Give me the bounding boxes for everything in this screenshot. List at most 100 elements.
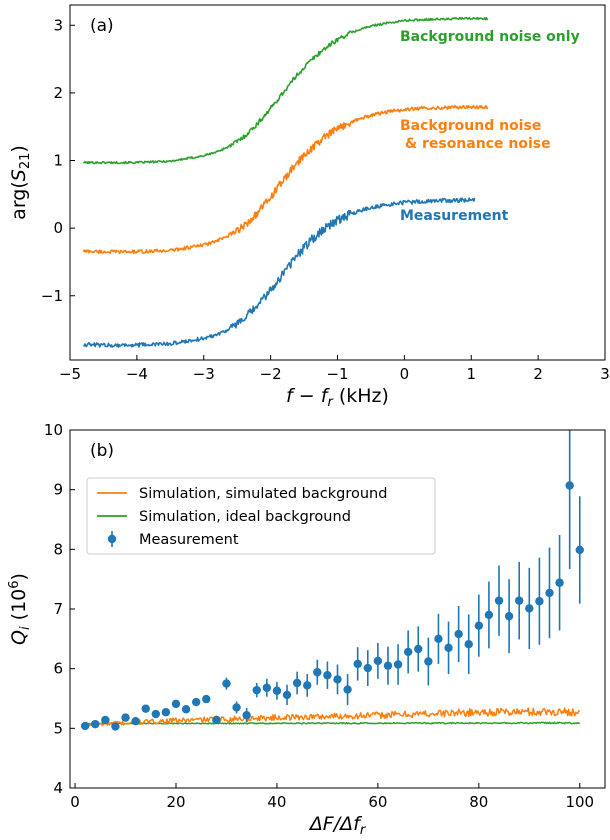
panel-a-x-label-main: f − f <box>286 385 331 407</box>
measurement-marker <box>91 719 100 729</box>
series-annotation-1: Background noise only <box>400 29 580 45</box>
a-x-tick-label: −4 <box>126 365 148 383</box>
measurement-marker <box>272 686 282 695</box>
measurement-point <box>232 701 241 714</box>
measurement-marker <box>202 694 211 704</box>
measurement-point <box>252 682 261 698</box>
panel-b-label: (b) <box>90 441 114 461</box>
measurement-point <box>191 697 201 707</box>
series-annotation-line: Background noise only <box>400 29 580 45</box>
measurement-point <box>464 614 473 675</box>
measurement-marker <box>514 596 524 605</box>
measurement-point <box>484 581 494 649</box>
measurement-marker <box>545 588 554 598</box>
legend-label: Simulation, simulated background <box>139 486 387 502</box>
panel-b-ticks: 0 20 40 60 80 100 4 5 6 7 8 9 10 <box>44 421 594 811</box>
panel-a-y-label-s: S <box>8 169 30 181</box>
measurement-point <box>414 626 423 672</box>
panel-a-frame <box>69 4 606 361</box>
measurement-point <box>353 647 362 681</box>
b-y-tick-label: 10 <box>44 421 63 439</box>
measurement-point <box>474 594 484 657</box>
panel-b-data <box>80 430 584 731</box>
simulation-line-2 <box>85 721 581 725</box>
b-x-tick-label: 100 <box>565 793 594 811</box>
measurement-point <box>575 496 584 604</box>
measurement-marker <box>494 596 504 605</box>
panel-a-y-label-subscript: 21 <box>18 153 33 170</box>
series-line-2 <box>82 104 489 255</box>
measurement-point <box>343 674 352 706</box>
a-y-tick-label: 2 <box>53 84 63 102</box>
panel-a-x-axis-label: f − fr (kHz) <box>286 385 389 410</box>
measurement-marker <box>565 481 574 490</box>
b-x-tick-label: 40 <box>267 793 286 811</box>
measurement-point <box>424 637 433 686</box>
measurement-marker <box>333 675 342 684</box>
measurement-point <box>403 630 413 674</box>
a-x-tick-label: 2 <box>533 365 543 383</box>
a-x-tick-label: 3 <box>600 365 610 383</box>
measurement-point <box>202 694 211 704</box>
measurement-point <box>504 579 514 654</box>
measurement-point <box>303 674 312 697</box>
measurement-point <box>131 716 140 726</box>
measurement-marker <box>444 643 453 652</box>
measurement-marker <box>353 659 362 669</box>
measurement-marker <box>171 699 181 709</box>
panel-b-legend: Simulation, simulated background Simulati… <box>86 477 436 555</box>
measurement-marker <box>323 671 332 680</box>
measurement-point <box>91 719 100 729</box>
panel-b-y-label-sup: 6 <box>7 580 22 588</box>
measurement-point <box>333 664 342 695</box>
b-y-tick-label: 7 <box>53 600 63 618</box>
measurement-point <box>292 671 302 695</box>
series-line-3 <box>82 197 476 348</box>
measurement-point <box>373 643 383 679</box>
measurement-point <box>101 715 110 725</box>
measurement-marker <box>403 647 413 657</box>
measurement-marker <box>292 678 302 688</box>
panel-a: −5 −4 −3 −2 −1 0 1 2 3 −1 0 1 2 3 (a) Background nois… <box>8 4 610 410</box>
measurement-point <box>272 681 282 700</box>
b-x-tick-label: 20 <box>166 793 185 811</box>
b-x-tick-label: 60 <box>368 793 387 811</box>
a-x-tick-label: −2 <box>260 365 282 383</box>
a-x-tick-label: −5 <box>59 365 81 383</box>
measurement-point <box>565 430 574 570</box>
a-x-tick-label: −3 <box>193 365 215 383</box>
measurement-marker <box>434 634 443 644</box>
measurement-point <box>454 606 463 663</box>
legend-box <box>86 477 436 555</box>
measurement-point <box>494 565 504 636</box>
measurement-point <box>313 659 322 685</box>
measurement-point <box>111 722 120 731</box>
measurement-marker <box>343 685 352 694</box>
measurement-point <box>525 567 534 649</box>
panel-b-y-label-main: Q <box>8 630 30 645</box>
measurement-point <box>212 715 221 725</box>
a-y-tick-label: 0 <box>53 219 63 237</box>
a-y-tick-label: 3 <box>53 16 63 34</box>
measurement-marker <box>141 704 150 713</box>
measurement-point <box>514 561 524 640</box>
measurement-marker <box>575 545 584 555</box>
measurement-marker <box>212 715 221 725</box>
measurement-marker <box>242 711 251 720</box>
series-annotation-line: Measurement <box>400 208 509 224</box>
measurement-marker <box>393 660 403 669</box>
measurement-point <box>151 709 161 719</box>
measurement-marker <box>464 640 473 649</box>
panel-a-data <box>82 16 489 348</box>
panel-a-x-label-unit: (kHz) <box>333 385 389 407</box>
series-annotation-3: Measurement <box>400 208 509 224</box>
measurement-point <box>80 721 90 731</box>
a-x-tick-label: −1 <box>326 365 348 383</box>
panel-b-y-label-end: ) <box>8 573 30 580</box>
measurement-marker <box>454 629 463 639</box>
measurement-marker <box>313 668 322 677</box>
measurement-point <box>222 677 231 690</box>
measurement-point <box>545 547 554 639</box>
panel-a-y-axis-label: arg(S21) <box>8 145 33 220</box>
panel-a-annotations: Background noise only Background noise & … <box>400 29 580 224</box>
